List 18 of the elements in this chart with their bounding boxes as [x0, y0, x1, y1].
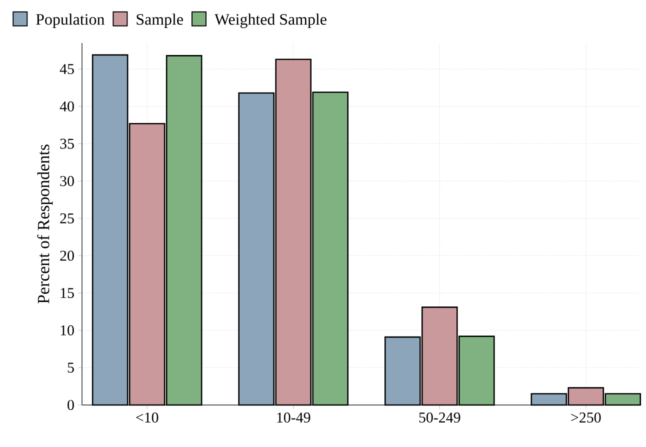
y-tick-label: 30 [60, 176, 74, 186]
x-tick-label: 50-249 [419, 412, 460, 423]
y-tick-label: 10 [60, 325, 74, 336]
x-tick-label: 10-49 [277, 412, 310, 423]
legend-label: Weighted Sample [214, 14, 326, 28]
legend-label: Sample [136, 14, 183, 28]
y-tick-label: 5 [68, 362, 74, 373]
y-tick-label: 35 [60, 138, 74, 149]
y-tick-label: 40 [60, 101, 74, 112]
y-tick-label: 25 [60, 213, 74, 224]
y-axis-title: Percent of Respondents [37, 144, 53, 304]
x-tick-label: >250 [571, 412, 601, 423]
y-tick-label: 0 [68, 400, 74, 410]
x-tick-label: <10 [136, 412, 158, 423]
y-tick-label: 15 [60, 288, 74, 298]
legend-label: Population [36, 14, 104, 28]
y-tick-label: 45 [60, 64, 74, 74]
y-tick-label: 20 [60, 250, 74, 261]
